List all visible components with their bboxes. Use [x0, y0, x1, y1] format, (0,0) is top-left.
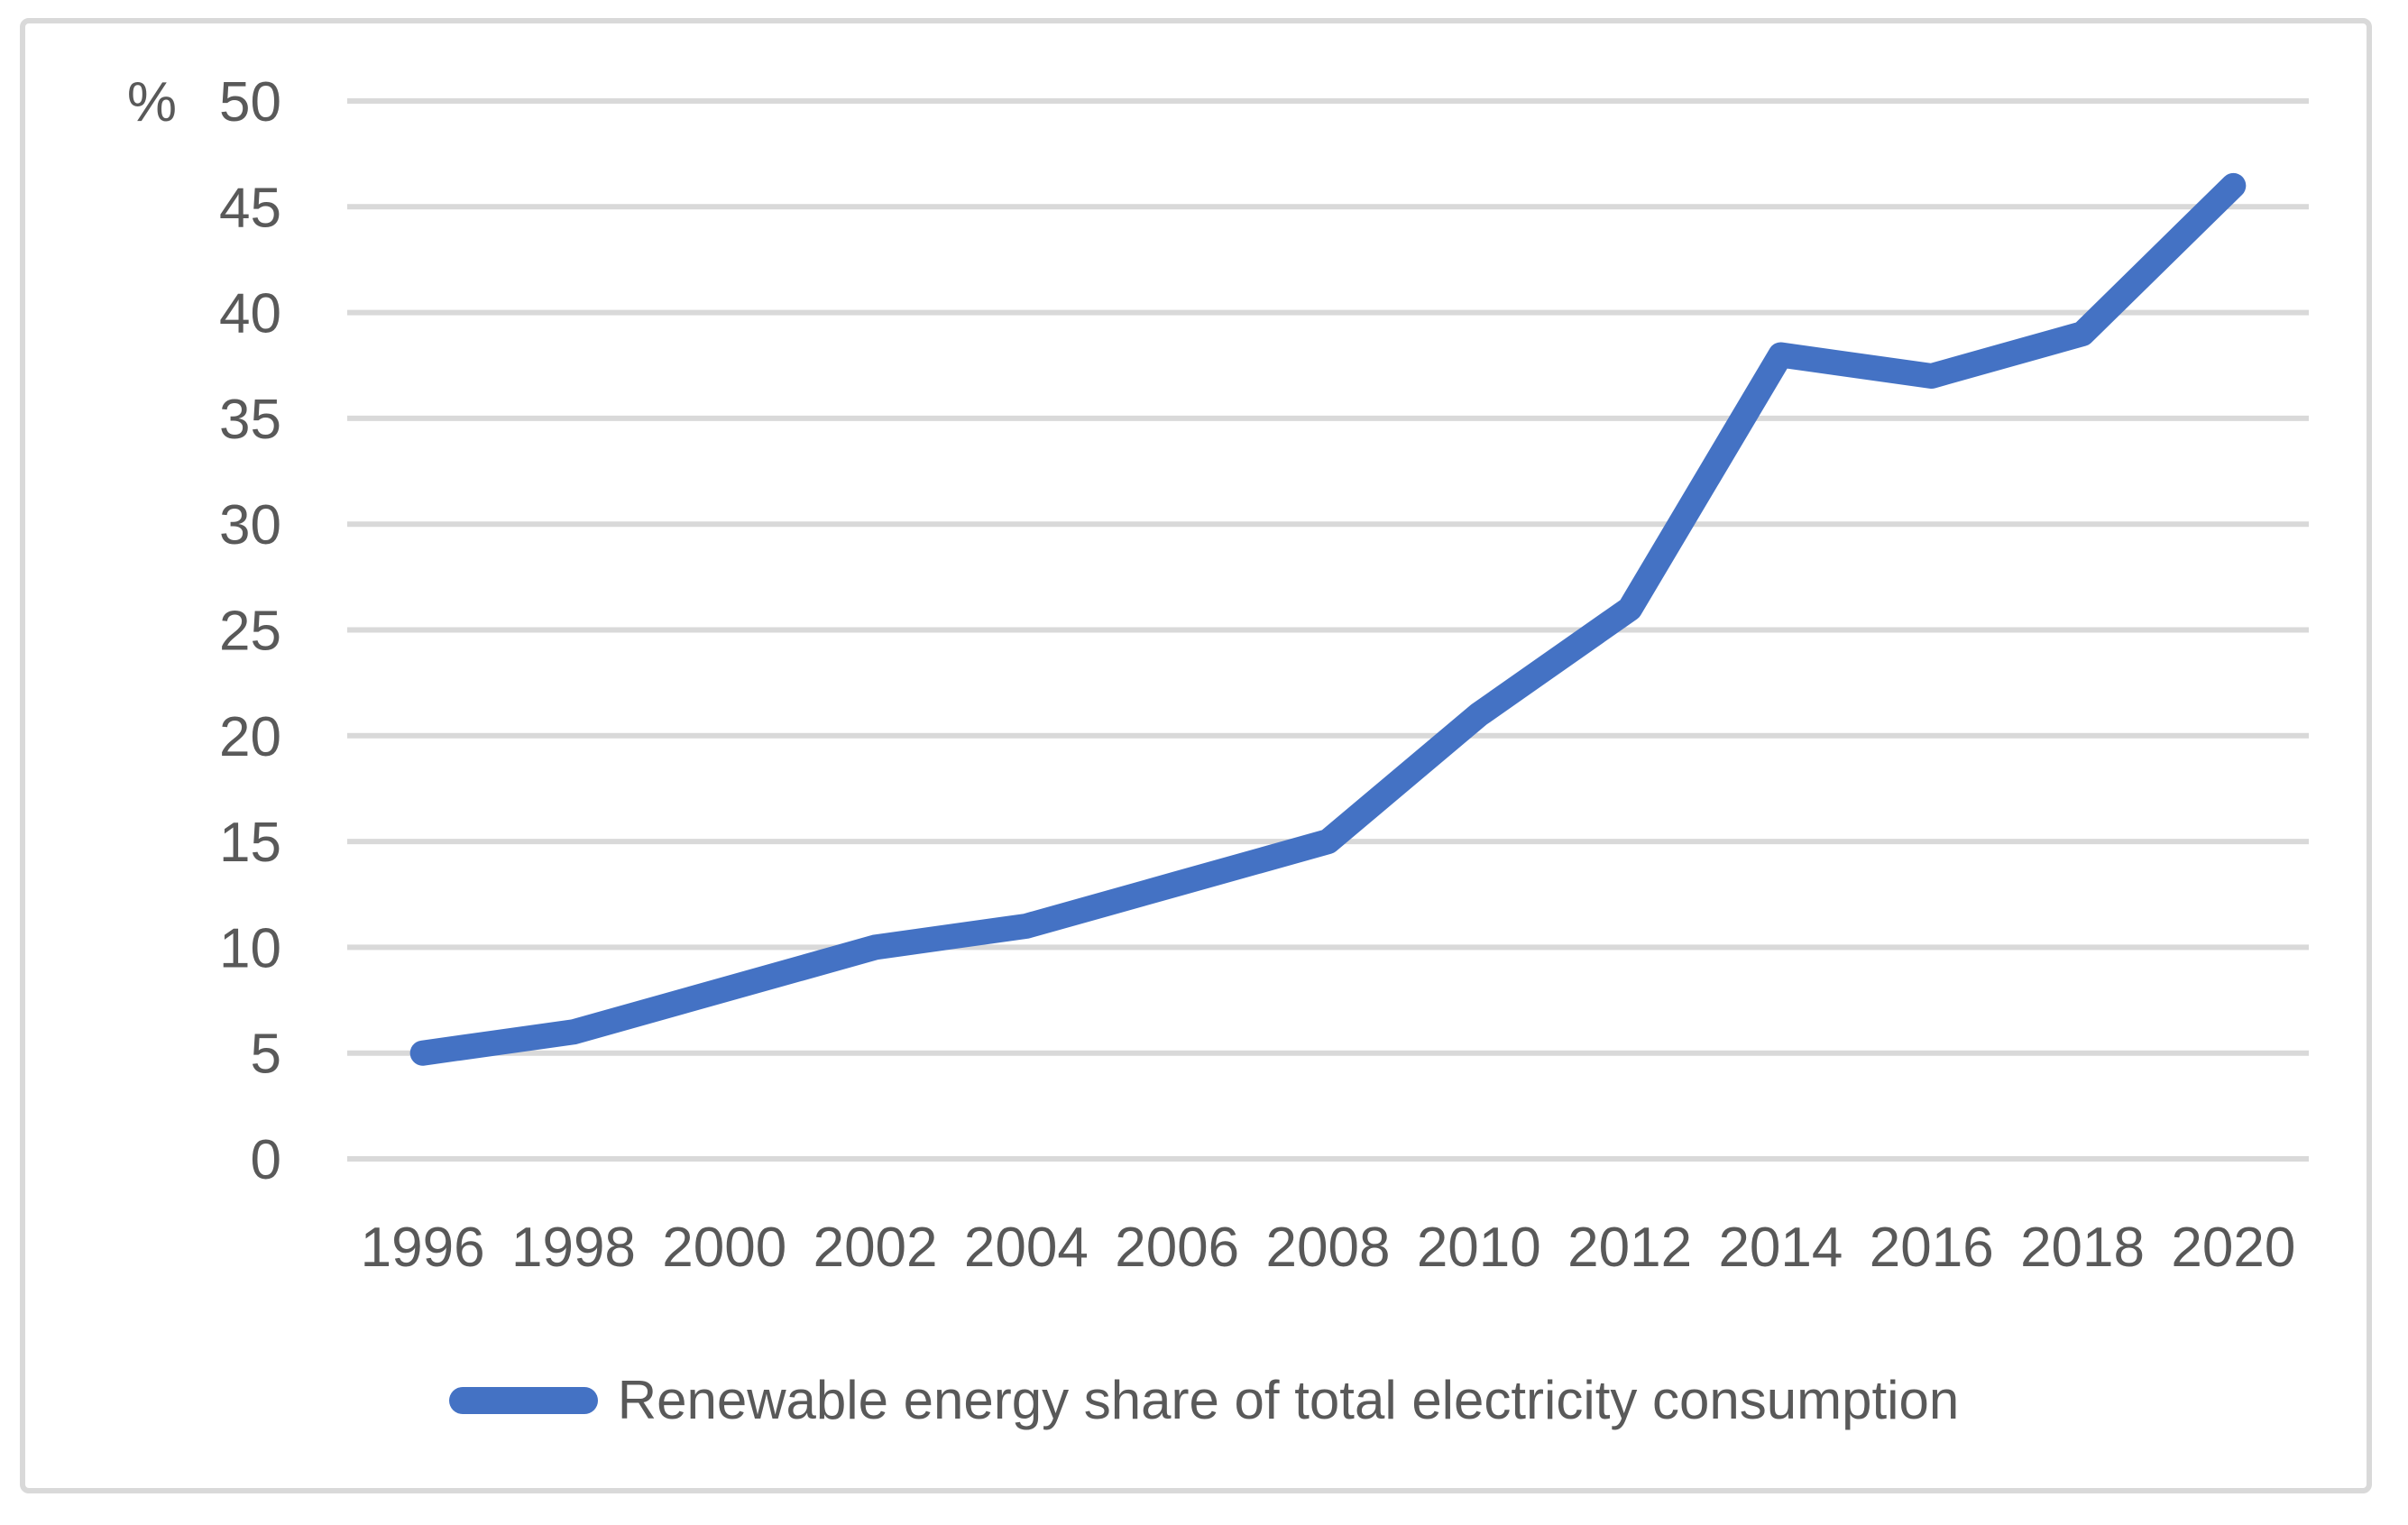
x-tick-label: 2008	[1266, 1217, 1391, 1279]
x-tick-label: 1998	[511, 1217, 636, 1279]
x-tick-label: 2000	[662, 1217, 786, 1279]
legend: Renewable energy share of total electric…	[0, 1367, 2408, 1434]
x-tick-label: 2004	[964, 1217, 1089, 1279]
x-tick-label: 2012	[1567, 1217, 1692, 1279]
x-tick-label: 2010	[1417, 1217, 1541, 1279]
y-tick-label: 10	[219, 917, 281, 979]
x-tick-label: 2018	[2020, 1217, 2145, 1279]
y-tick-label: 20	[219, 706, 281, 768]
y-tick-label: 5	[251, 1024, 281, 1086]
y-axis-unit-label: %	[127, 71, 177, 133]
y-tick-label: 30	[219, 494, 281, 556]
y-tick-label: 50	[219, 71, 281, 133]
x-tick-label: 2002	[813, 1217, 938, 1279]
x-tick-label: 1996	[361, 1217, 485, 1279]
legend-label: Renewable energy share of total electric…	[617, 1370, 1960, 1430]
y-tick-label: 0	[251, 1129, 281, 1191]
chart-frame	[20, 18, 2372, 1493]
x-tick-label: 2014	[1718, 1217, 1843, 1279]
x-tick-label: 2006	[1115, 1217, 1239, 1279]
y-tick-label: 25	[219, 601, 281, 663]
series-line	[409, 172, 2247, 1066]
y-tick-label: 15	[219, 812, 281, 874]
y-tick-label: 35	[219, 389, 281, 451]
legend-line-swatch-icon	[448, 1387, 598, 1414]
y-tick-label: 45	[219, 177, 281, 239]
x-tick-label: 2020	[2171, 1217, 2295, 1279]
x-tick-label: 2016	[1870, 1217, 1994, 1279]
y-tick-label: 40	[219, 283, 281, 345]
